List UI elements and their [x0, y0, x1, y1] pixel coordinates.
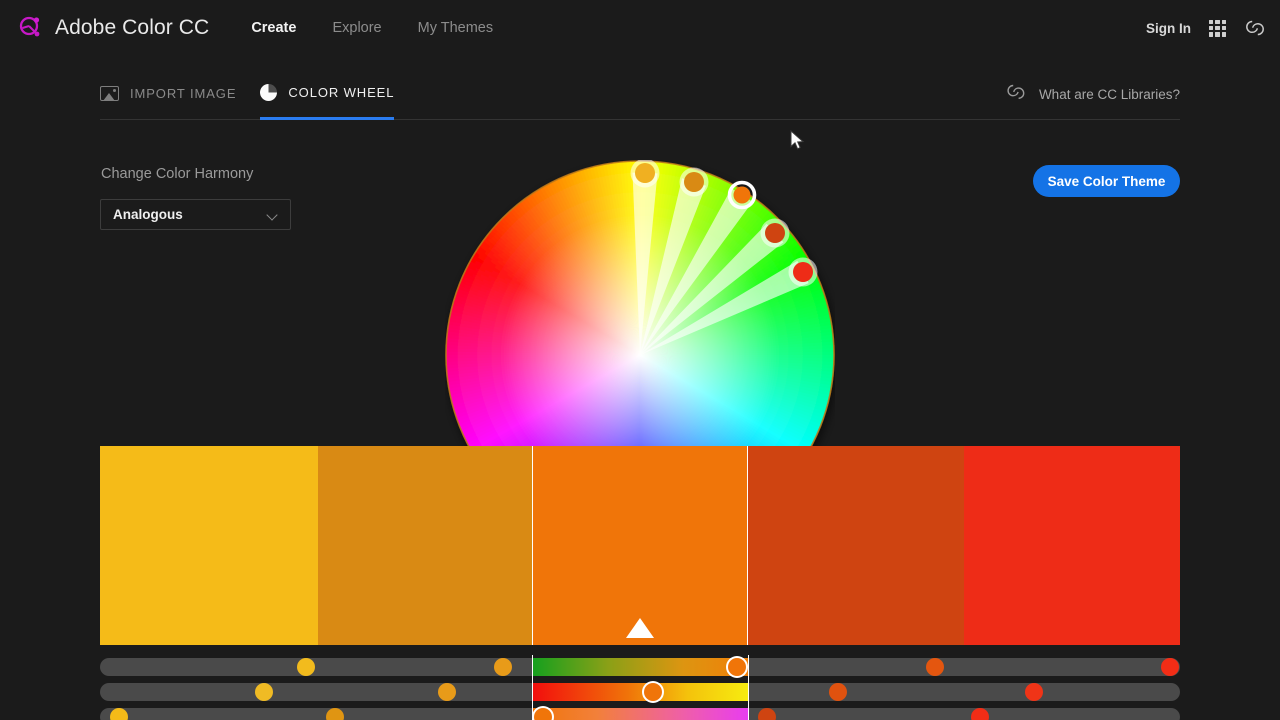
harmony-select[interactable]: Analogous — [100, 199, 291, 230]
harmony-wedge — [640, 188, 753, 355]
sign-in-button[interactable]: Sign In — [1146, 20, 1191, 36]
saturation-slider-row[interactable] — [100, 683, 1180, 701]
tab-color-wheel-label: COLOR WHEEL — [288, 84, 395, 100]
cc-libraries-link[interactable]: What are CC Libraries? — [1005, 68, 1180, 120]
slider-thumb-1[interactable] — [297, 658, 315, 676]
harmony-wedge — [632, 172, 658, 355]
wheel-marker[interactable] — [793, 262, 813, 282]
selection-triangle-icon — [626, 618, 654, 638]
theme-swatch-strip[interactable] — [100, 446, 1180, 645]
slider-thumb-1[interactable] — [255, 683, 273, 701]
app-header: Adobe Color CC Create Explore My Themes … — [0, 0, 1280, 56]
harmony-value: Analogous — [113, 207, 183, 222]
slider-track-left[interactable] — [100, 683, 532, 701]
mouse-pointer-icon — [790, 130, 805, 150]
color-swatch-4[interactable] — [748, 446, 964, 645]
app-grid-icon[interactable] — [1209, 19, 1226, 37]
slider-thumb-3[interactable] — [644, 683, 662, 701]
wheel-marker[interactable] — [765, 223, 785, 243]
color-swatch-3[interactable] — [532, 446, 748, 645]
tab-color-wheel[interactable]: COLOR WHEEL — [260, 68, 395, 120]
slider-thumb-3[interactable] — [728, 658, 746, 676]
color-sliders[interactable] — [100, 655, 1180, 720]
slider-thumb-4[interactable] — [926, 658, 944, 676]
header-right: Sign In — [1146, 0, 1266, 56]
slider-thumb-3[interactable] — [534, 708, 552, 720]
color-swatch-5[interactable] — [964, 446, 1180, 645]
wheel-marker[interactable] — [684, 172, 704, 192]
slider-thumb-2[interactable] — [438, 683, 456, 701]
slider-thumb-2[interactable] — [494, 658, 512, 676]
creative-cloud-icon — [1005, 82, 1027, 107]
adobe-color-logo-icon — [18, 15, 44, 41]
slider-thumb-1[interactable] — [110, 708, 128, 720]
brightness-slider-row[interactable] — [100, 708, 1180, 720]
slider-track-left[interactable] — [100, 708, 532, 720]
wheel-markers[interactable] — [630, 160, 818, 287]
harmony-wedge — [640, 260, 809, 355]
brand[interactable]: Adobe Color CC — [18, 15, 209, 41]
chevron-down-icon — [266, 209, 278, 221]
color-swatch-2[interactable] — [318, 446, 532, 645]
harmony-label: Change Color Harmony — [101, 166, 254, 182]
slider-track-right[interactable] — [748, 658, 1180, 676]
slider-thumb-5[interactable] — [1025, 683, 1043, 701]
creative-cloud-icon[interactable] — [1244, 17, 1266, 39]
main-nav: Create Explore My Themes — [251, 20, 493, 36]
slider-track-selected[interactable] — [532, 708, 748, 720]
save-color-theme-button[interactable]: Save Color Theme — [1033, 165, 1180, 197]
slider-track-selected[interactable] — [532, 683, 748, 701]
slider-thumb-5[interactable] — [1161, 658, 1179, 676]
brand-name: Adobe Color CC — [55, 16, 210, 39]
slider-track-right[interactable] — [748, 683, 1180, 701]
harmony-wedges — [632, 172, 809, 355]
image-icon — [100, 86, 119, 101]
nav-item-explore[interactable]: Explore — [332, 20, 382, 36]
harmony-wedge — [640, 223, 784, 355]
wheel-marker-active[interactable] — [733, 186, 751, 204]
cc-libraries-label: What are CC Libraries? — [1038, 86, 1180, 102]
slider-thumb-2[interactable] — [326, 708, 344, 720]
slider-thumb-5[interactable] — [971, 708, 989, 720]
wheel-marker-selection-ring — [727, 180, 757, 210]
selected-column-guide-2 — [748, 655, 749, 720]
color-swatch-1[interactable] — [100, 446, 318, 645]
selected-column-guide-1 — [532, 655, 533, 720]
slider-thumb-4[interactable] — [758, 708, 776, 720]
nav-item-create[interactable]: Create — [251, 20, 297, 36]
tab-import-image[interactable]: IMPORT IMAGE — [100, 68, 236, 120]
tab-import-image-label: IMPORT IMAGE — [130, 86, 237, 101]
harmony-wedge — [640, 178, 706, 355]
pie-chart-icon — [260, 83, 278, 101]
slider-thumb-4[interactable] — [829, 683, 847, 701]
wheel-marker[interactable] — [635, 163, 655, 183]
slider-track-selected[interactable] — [532, 658, 748, 676]
hue-slider-row[interactable] — [100, 658, 1180, 676]
mode-tabbar: IMPORT IMAGE COLOR WHEEL What are CC Lib… — [100, 68, 1180, 120]
slider-track-left[interactable] — [100, 658, 532, 676]
slider-track-right[interactable] — [748, 708, 1180, 720]
nav-item-my-themes[interactable]: My Themes — [417, 20, 494, 36]
